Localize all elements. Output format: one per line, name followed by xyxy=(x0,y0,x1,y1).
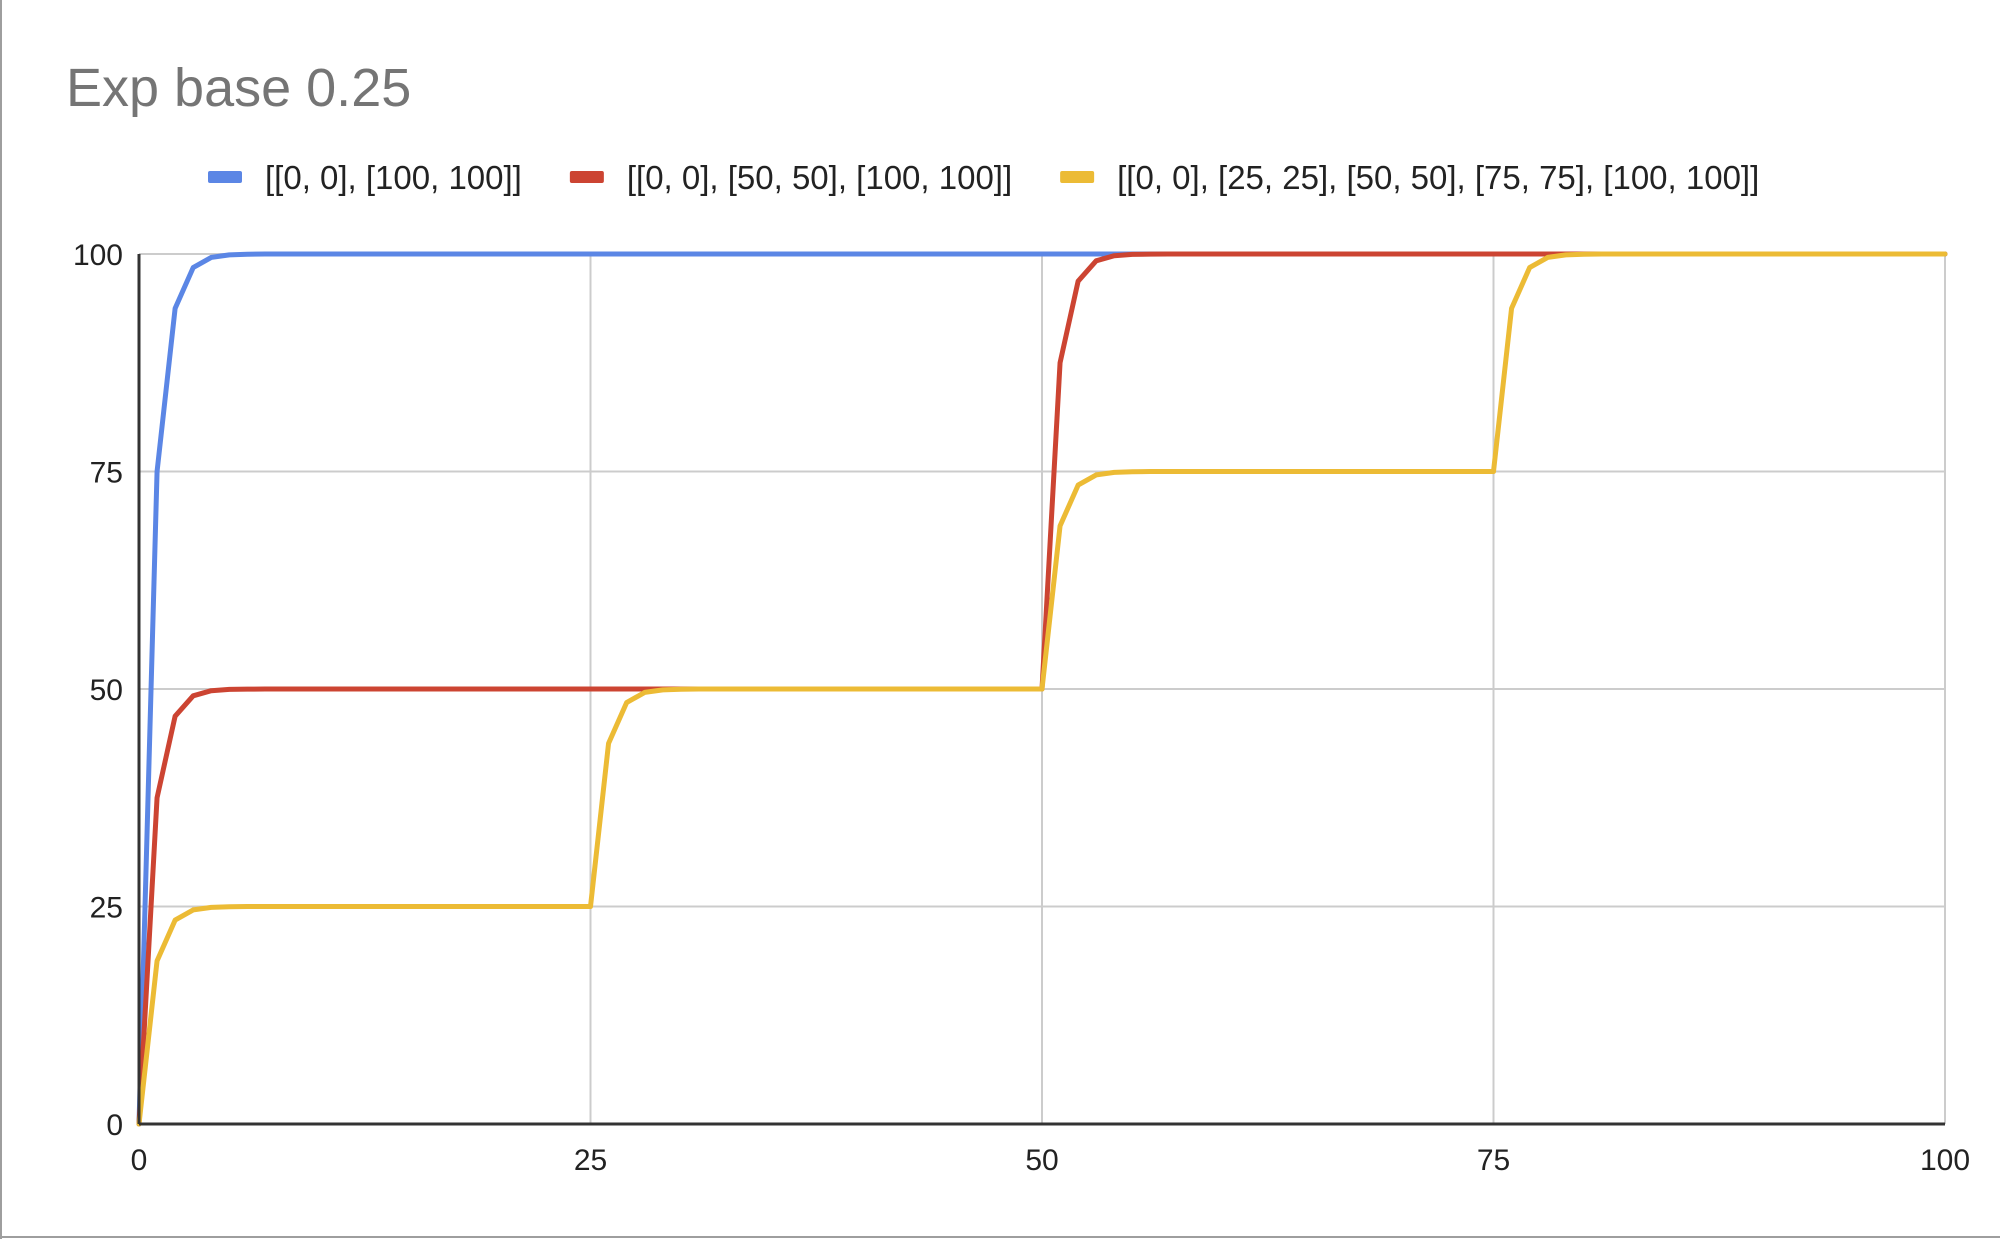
legend-item-2[interactable]: [[0, 0], [50, 50], [100, 100]] xyxy=(569,159,1012,196)
legend-swatch xyxy=(208,171,242,183)
y-tick-label: 50 xyxy=(90,674,123,707)
axes xyxy=(137,254,1945,1126)
legend-label: [[0, 0], [25, 25], [50, 50], [75, 75], [… xyxy=(1117,159,1759,196)
y-tick-label: 75 xyxy=(90,457,123,490)
x-tick-label: 25 xyxy=(574,1144,607,1177)
y-tick-label: 25 xyxy=(90,892,123,925)
y-tick-label: 100 xyxy=(73,239,123,272)
series-line-3 xyxy=(136,251,1948,1127)
x-tick-label: 75 xyxy=(1477,1144,1510,1177)
legend-label: [[0, 0], [100, 100]] xyxy=(265,159,522,196)
series-layer xyxy=(136,251,1948,1127)
legend-item-1[interactable]: [[0, 0], [100, 100]] xyxy=(208,159,522,196)
legend-swatch xyxy=(569,171,604,183)
x-tick-label: 0 xyxy=(131,1144,148,1177)
x-tick-label: 50 xyxy=(1025,1144,1058,1177)
chart-title: Exp base 0.25 xyxy=(66,58,411,118)
legend-item-3[interactable]: [[0, 0], [25, 25], [50, 50], [75, 75], [… xyxy=(1060,159,1759,196)
legend-swatch xyxy=(1060,171,1095,183)
x-tick-label: 100 xyxy=(1920,1144,1970,1177)
y-tick-label: 0 xyxy=(106,1109,123,1142)
tick-labels: 0 25 50 75 100 0 25 50 75 100 xyxy=(73,239,1970,1177)
legend-label: [[0, 0], [50, 50], [100, 100]] xyxy=(627,159,1012,196)
legend: [[0, 0], [100, 100]] [[0, 0], [50, 50], [… xyxy=(208,159,1759,196)
